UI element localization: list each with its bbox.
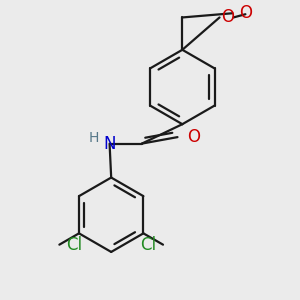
Text: H: H [88, 131, 99, 145]
Text: O: O [239, 4, 252, 22]
Text: O: O [221, 8, 234, 26]
Text: N: N [103, 135, 116, 153]
Text: O: O [187, 128, 200, 146]
Text: Cl: Cl [66, 236, 82, 254]
Text: Cl: Cl [140, 236, 157, 254]
